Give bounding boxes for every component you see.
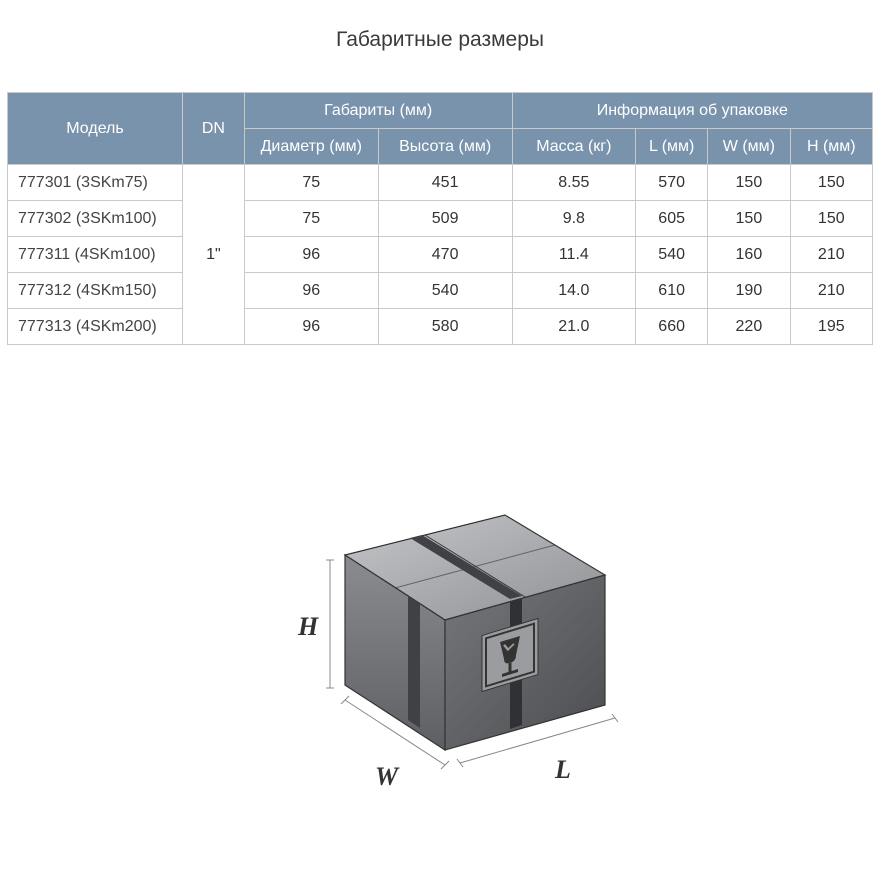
cell-h: 210 [790,273,872,309]
cell-height: 509 [378,201,512,237]
cell-w: 220 [708,309,790,345]
cell-height: 540 [378,273,512,309]
cell-model: 777301 (3SKm75) [8,165,183,201]
cell-mass: 14.0 [512,273,636,309]
col-dims: Габариты (мм) [244,93,512,129]
col-model: Модель [8,93,183,165]
col-dn: DN [183,93,245,165]
cell-model: 777313 (4SKm200) [8,309,183,345]
cell-diameter: 75 [244,165,378,201]
cell-w: 190 [708,273,790,309]
cell-model: 777312 (4SKm150) [8,273,183,309]
spec-table: Модель DN Габариты (мм) Информация об уп… [7,92,873,345]
cell-l: 570 [636,165,708,201]
col-l: L (мм) [636,129,708,165]
cell-w: 150 [708,165,790,201]
cell-l: 610 [636,273,708,309]
package-diagram: H W L [0,460,880,845]
cell-height: 451 [378,165,512,201]
cell-l: 660 [636,309,708,345]
cell-h: 150 [790,165,872,201]
cell-model: 777302 (3SKm100) [8,201,183,237]
cell-height: 580 [378,309,512,345]
cell-diameter: 96 [244,309,378,345]
cell-diameter: 75 [244,201,378,237]
cell-mass: 21.0 [512,309,636,345]
page-title: Габаритные размеры [0,0,880,92]
table-row: 777302 (3SKm100)755099.8605150150 [8,201,873,237]
dim-label-h: H [297,612,319,641]
cell-mass: 9.8 [512,201,636,237]
cell-diameter: 96 [244,237,378,273]
cell-h: 150 [790,201,872,237]
cell-mass: 11.4 [512,237,636,273]
cell-l: 605 [636,201,708,237]
col-pack: Информация об упаковке [512,93,872,129]
table-row: 777301 (3SKm75)1"754518.55570150150 [8,165,873,201]
dim-label-w: W [375,762,400,791]
cell-w: 160 [708,237,790,273]
table-row: 777312 (4SKm150) 9654014.0610190210 [8,273,873,309]
table-row: 777311 (4SKm100) 9647011.4540160210 [8,237,873,273]
col-w: W (мм) [708,129,790,165]
cell-w: 150 [708,201,790,237]
cell-mass: 8.55 [512,165,636,201]
cell-dn: 1" [183,165,245,345]
cell-model: 777311 (4SKm100) [8,237,183,273]
cell-h: 210 [790,237,872,273]
strap-1-front [408,596,420,728]
col-mass: Масса (кг) [512,129,636,165]
cell-diameter: 96 [244,273,378,309]
col-diameter: Диаметр (мм) [244,129,378,165]
table-row: 777313 (4SKm200) 9658021.0660220195 [8,309,873,345]
col-height: Высота (мм) [378,129,512,165]
cell-height: 470 [378,237,512,273]
cell-h: 195 [790,309,872,345]
col-h: H (мм) [790,129,872,165]
dim-label-l: L [554,755,571,784]
cell-l: 540 [636,237,708,273]
